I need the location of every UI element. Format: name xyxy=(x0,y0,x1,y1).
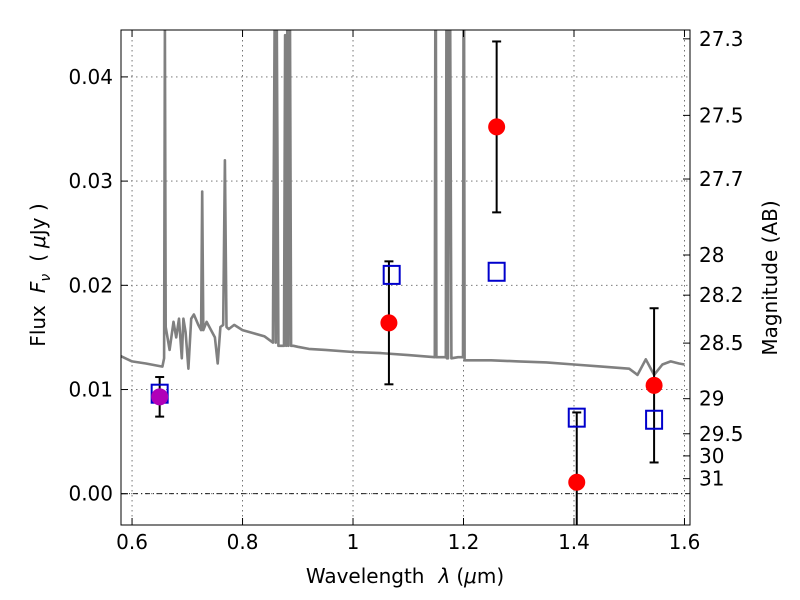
x-tick-label: 1 xyxy=(347,530,360,554)
grid xyxy=(121,30,690,525)
observed-point xyxy=(488,118,506,136)
plot-area xyxy=(121,30,685,525)
axes-ticks: 0.6 0.8 1 1.2 1.4 1.6 0.00 0.01 0.02 0.03 0.04 27.3… xyxy=(68,27,743,554)
x-tick-label: 1.2 xyxy=(448,530,480,554)
model-point xyxy=(567,407,586,428)
y-axis-label: FluxFν(μJy ) xyxy=(26,203,54,346)
mag-tick-label: 30 xyxy=(699,444,724,468)
x-tick-label: 1.6 xyxy=(669,530,701,554)
y-tick-label: 0.02 xyxy=(68,273,113,297)
x-tick-label: 1.4 xyxy=(558,530,590,554)
observed-point xyxy=(645,376,663,394)
mag-tick-label: 29 xyxy=(699,387,724,411)
y-tick-label: 0.01 xyxy=(68,378,113,402)
y-right-axis-label: Magnitude (AB) xyxy=(758,200,782,355)
observed-point xyxy=(151,388,169,406)
sed-spectrum-line xyxy=(121,30,685,377)
mag-tick-label: 27.3 xyxy=(699,27,744,51)
model-point xyxy=(487,261,506,282)
model-point xyxy=(645,409,664,430)
y-tick-label: 0.03 xyxy=(68,169,113,193)
x-tick-label: 0.6 xyxy=(116,530,148,554)
x-axis-label: Wavelength λ (μm) xyxy=(306,564,504,588)
plot-frame xyxy=(120,29,691,526)
observed-point xyxy=(568,473,586,491)
mag-tick-label: 28.5 xyxy=(699,331,744,355)
mag-tick-label: 27.5 xyxy=(699,103,744,127)
observed-point xyxy=(380,314,398,332)
mag-tick-label: 28 xyxy=(699,243,724,267)
mag-tick-label: 27.7 xyxy=(699,167,744,191)
y-tick-label: 0.00 xyxy=(68,482,113,506)
mag-tick-label: 29.5 xyxy=(699,422,744,446)
x-tick-label: 0.8 xyxy=(227,530,259,554)
y-tick-label: 0.04 xyxy=(68,65,113,89)
mag-tick-label: 31 xyxy=(699,467,724,491)
model-point xyxy=(382,264,401,285)
mag-tick-label: 28.2 xyxy=(699,283,744,307)
